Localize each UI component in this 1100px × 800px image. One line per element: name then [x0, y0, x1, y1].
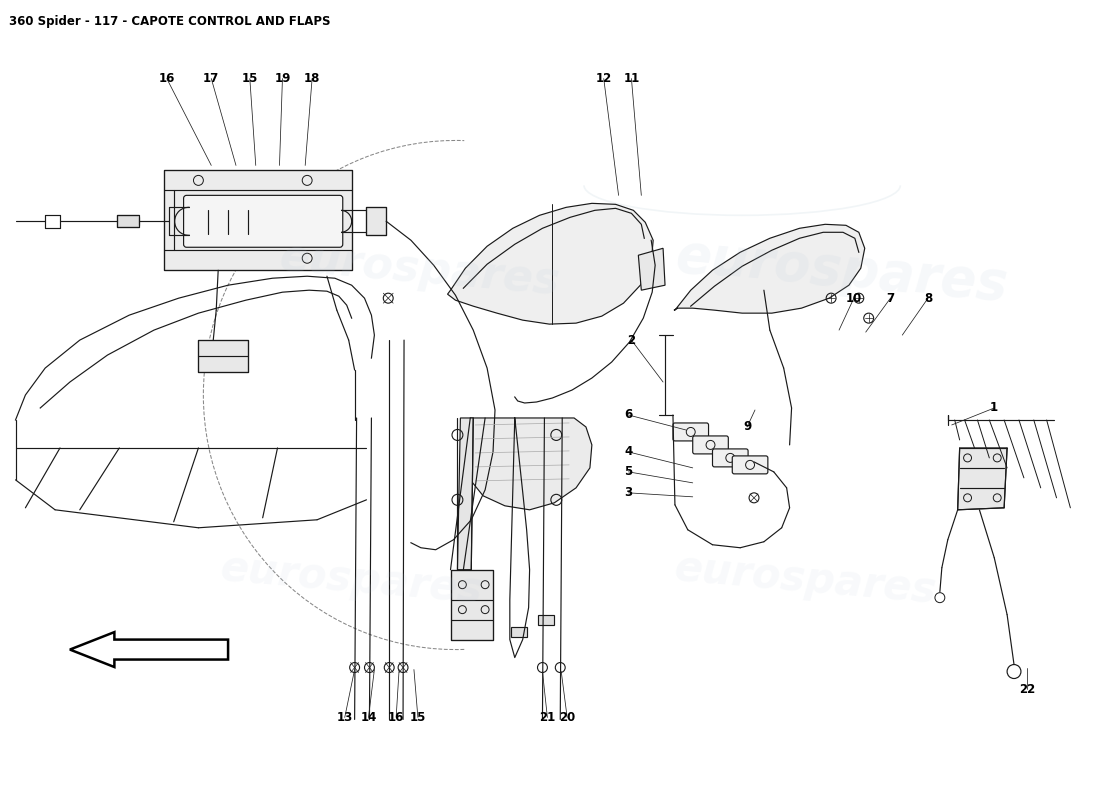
Text: 6: 6: [625, 409, 632, 422]
Text: 21: 21: [539, 711, 556, 724]
Text: 17: 17: [204, 72, 219, 85]
Polygon shape: [958, 448, 1008, 510]
Text: eurospares: eurospares: [277, 237, 562, 304]
Text: 13: 13: [337, 711, 353, 724]
Text: 15: 15: [409, 711, 426, 724]
Text: 7: 7: [887, 292, 894, 305]
Text: 20: 20: [559, 711, 575, 724]
Polygon shape: [198, 340, 248, 372]
FancyBboxPatch shape: [693, 436, 728, 454]
Text: 22: 22: [1019, 683, 1035, 696]
Polygon shape: [638, 248, 666, 290]
Text: 12: 12: [595, 72, 612, 85]
Text: 16: 16: [388, 711, 405, 724]
Text: 18: 18: [304, 72, 320, 85]
Text: 14: 14: [361, 711, 376, 724]
Text: 4: 4: [625, 446, 632, 458]
Polygon shape: [448, 203, 653, 324]
Text: eurospares: eurospares: [673, 230, 1010, 310]
FancyBboxPatch shape: [733, 456, 768, 474]
Polygon shape: [451, 570, 493, 639]
Polygon shape: [458, 418, 473, 570]
Text: 19: 19: [274, 72, 290, 85]
Text: 9: 9: [742, 421, 751, 434]
FancyBboxPatch shape: [713, 449, 748, 467]
FancyBboxPatch shape: [184, 195, 343, 247]
Text: 16: 16: [158, 72, 175, 85]
Polygon shape: [164, 170, 352, 270]
Text: 5: 5: [625, 466, 632, 478]
Text: 10: 10: [846, 292, 862, 305]
Text: 1: 1: [990, 402, 999, 414]
Polygon shape: [468, 418, 592, 510]
FancyArrow shape: [70, 632, 228, 667]
Text: 15: 15: [242, 72, 258, 85]
Polygon shape: [118, 215, 139, 227]
Text: 360 Spider - 117 - CAPOTE CONTROL AND FLAPS: 360 Spider - 117 - CAPOTE CONTROL AND FL…: [9, 14, 330, 28]
Polygon shape: [539, 614, 554, 625]
Polygon shape: [510, 626, 527, 637]
Polygon shape: [674, 224, 865, 313]
Text: eurospares: eurospares: [218, 547, 484, 612]
Text: 8: 8: [924, 292, 932, 305]
Text: 11: 11: [624, 72, 639, 85]
Polygon shape: [366, 207, 386, 235]
Text: 3: 3: [625, 486, 632, 499]
FancyBboxPatch shape: [673, 423, 708, 441]
Text: 2: 2: [627, 334, 636, 346]
Text: eurospares: eurospares: [673, 547, 938, 612]
